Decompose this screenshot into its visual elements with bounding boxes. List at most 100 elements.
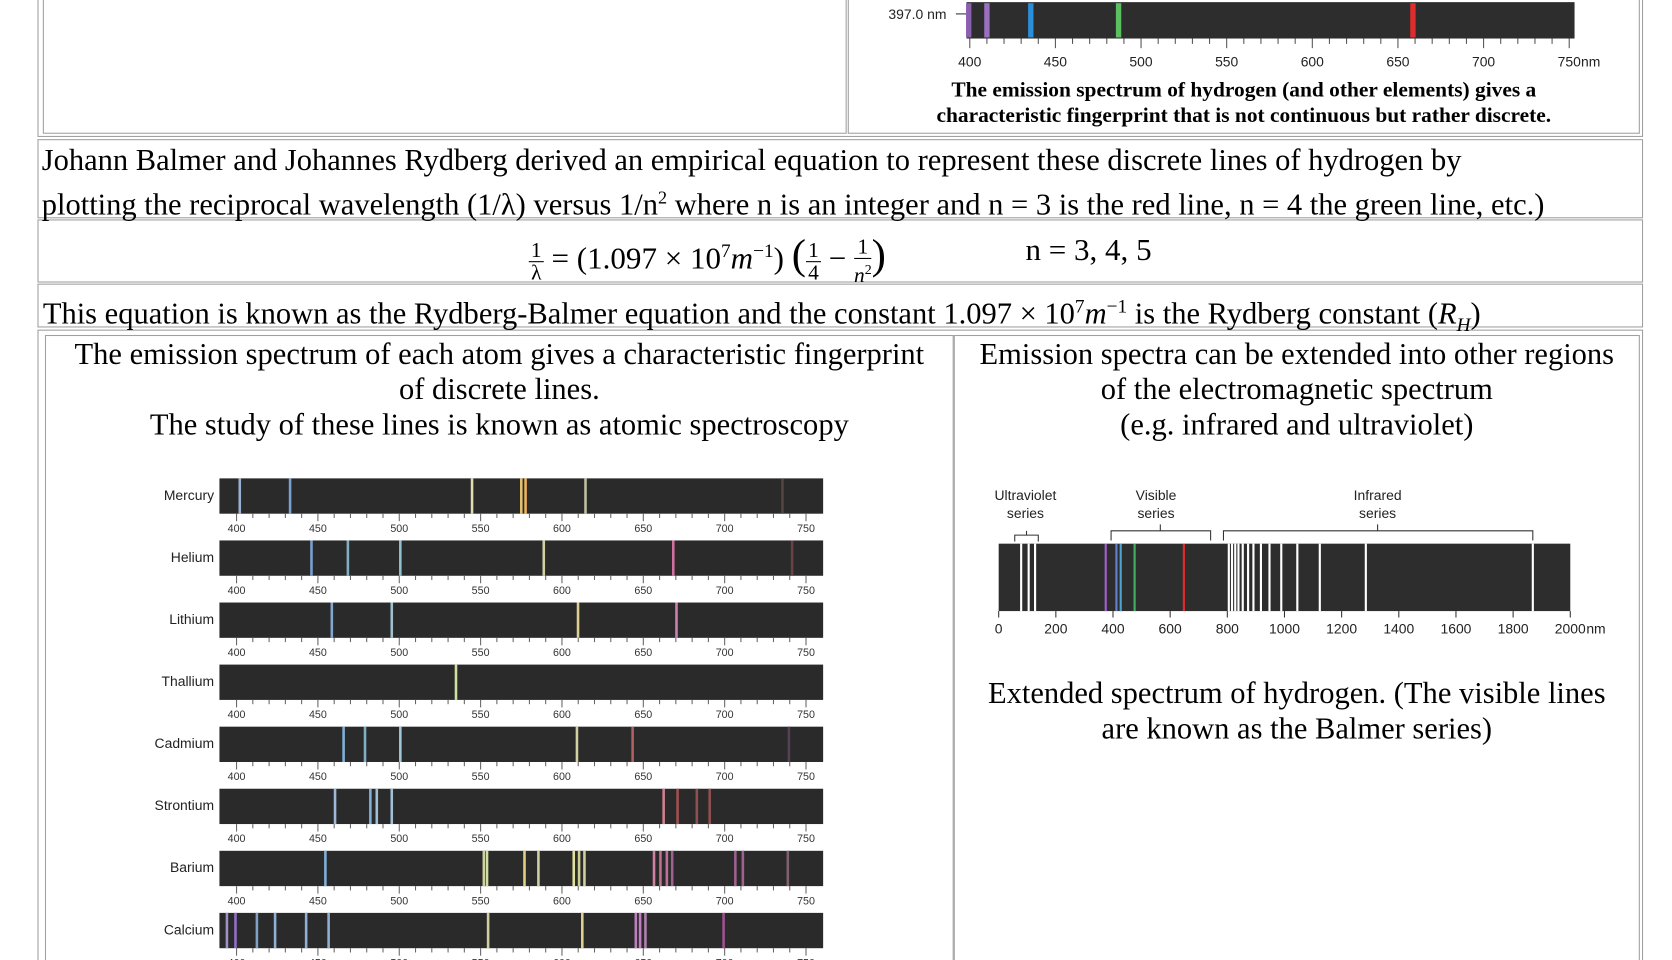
tick-label: 400 [958, 53, 981, 69]
tick-label: 600 [553, 523, 571, 535]
spectral-line [708, 788, 711, 825]
tick-label: 2000 [1555, 621, 1586, 637]
spectral-line [454, 664, 458, 700]
row-equation [37, 219, 1644, 283]
spectral-line [662, 788, 665, 825]
tick-label: 700 [716, 833, 734, 845]
tick-label: 450 [309, 771, 327, 783]
tick-label: 550 [472, 523, 490, 535]
tick-label: 400 [228, 833, 246, 845]
element-label: Helium [171, 549, 214, 565]
tick-label: 500 [390, 833, 408, 845]
tick-label: 600 [553, 957, 571, 960]
spectral-line [482, 850, 486, 887]
tick-label: 550 [472, 647, 490, 659]
tick-label: 650 [634, 957, 652, 960]
spectral-line [1531, 543, 1534, 612]
heading-line: The emission spectrum of each atom gives… [74, 338, 925, 372]
tick-label: 750 [797, 647, 815, 659]
spectral-line [722, 912, 725, 949]
tick-label: 600 [553, 771, 571, 783]
tick-label: 500 [390, 771, 408, 783]
row-intro [37, 139, 1644, 219]
row-spectra [37, 329, 1644, 960]
subscript: H [1456, 313, 1471, 336]
spectral-line [390, 602, 394, 638]
spectral-line [520, 478, 523, 514]
tick-label: 700 [716, 895, 734, 907]
spectral-line [1028, 3, 1034, 38]
series-label: series [1359, 505, 1396, 521]
tick-label: 500 [390, 585, 408, 597]
spectral-line [1182, 543, 1185, 612]
spectral-line [576, 602, 580, 638]
element-bar [219, 850, 824, 887]
tick-label: 650 [634, 709, 652, 721]
tick-label: 550 [472, 833, 490, 845]
spectral-line [363, 726, 367, 762]
spectral-line [524, 478, 527, 514]
spectral-line [1241, 543, 1244, 612]
extended-bar [998, 543, 1571, 612]
spectral-line [572, 850, 576, 887]
tick-label: 450 [309, 895, 327, 907]
spectral-line [786, 850, 790, 887]
tick-label: 450 [309, 647, 327, 659]
tick-label: 400 [228, 585, 246, 597]
bracket [1014, 530, 1039, 542]
spectrum-bar [966, 2, 1575, 39]
spectral-line [1237, 543, 1240, 612]
extended-caption: Extended spectrum of hydrogen. (The visi… [954, 676, 1640, 747]
tick-label: 650 [634, 771, 652, 783]
tick-label: 1000 [1269, 621, 1300, 637]
element-label: Thallium [162, 673, 215, 689]
spectral-line [486, 912, 490, 949]
tick-label: 750 [797, 709, 815, 721]
spectral-line [523, 850, 526, 887]
spectral-line [390, 788, 394, 825]
rydberg-text: This equation is known as the Rydberg-Ba… [43, 287, 1481, 344]
spectral-line [1115, 543, 1118, 612]
denominator: 4 [808, 260, 819, 285]
spectrum-caption: The emission spectrum of hydrogen (and o… [848, 77, 1640, 128]
symbol: R [1437, 298, 1457, 332]
numerator: 1 [528, 239, 544, 262]
element-label: Calcium [164, 921, 214, 937]
tick-label: 400 [228, 771, 246, 783]
spectral-line [1104, 543, 1107, 612]
tick-label: 700 [1472, 53, 1495, 69]
spectral-line [1296, 543, 1299, 612]
spectral-line [1247, 543, 1250, 612]
spectral-line [1034, 543, 1037, 612]
tick-label: 650 [634, 895, 652, 907]
tick-label: 700 [716, 585, 734, 597]
tick-label: 450 [309, 709, 327, 721]
tick-label: 1200 [1326, 621, 1357, 637]
tick-label: 650 [634, 523, 652, 535]
spectral-line [346, 540, 350, 576]
spectral-line [675, 602, 678, 638]
spectral-line [676, 788, 679, 825]
tick-label: 0 [995, 621, 1003, 637]
tick-label: 400 [228, 895, 246, 907]
tick-label: 600 [1159, 621, 1182, 637]
unit: m [730, 241, 754, 276]
spectral-line [542, 540, 546, 576]
spectral-line [787, 726, 791, 762]
spectral-line [342, 726, 345, 762]
tick-label: 650 [634, 833, 652, 845]
spectral-line [583, 850, 586, 887]
paren: ) [871, 229, 886, 278]
caption-line: The emission spectrum of hydrogen (and o… [951, 78, 1537, 102]
spectral-line [1234, 543, 1237, 612]
spectral-line [333, 788, 337, 825]
spectral-line [634, 912, 638, 949]
spectral-line [288, 478, 292, 514]
caption-line: Extended spectrum of hydrogen. (The visi… [987, 677, 1606, 711]
element-bar [219, 664, 824, 700]
element-label: Barium [170, 859, 214, 875]
spectral-line [375, 788, 379, 825]
spectral-line [234, 912, 237, 949]
tick-label: 1400 [1383, 621, 1414, 637]
numerator: 1 [805, 239, 821, 262]
